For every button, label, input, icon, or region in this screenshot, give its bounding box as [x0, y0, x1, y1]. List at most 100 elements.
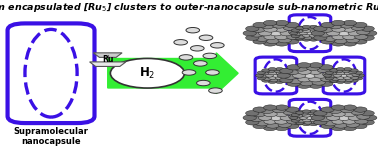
Circle shape — [300, 80, 313, 86]
Circle shape — [314, 35, 327, 40]
Circle shape — [314, 111, 327, 116]
Circle shape — [331, 77, 339, 80]
Circle shape — [343, 34, 356, 40]
Circle shape — [277, 73, 290, 78]
Circle shape — [303, 73, 317, 78]
Circle shape — [264, 119, 277, 124]
Circle shape — [262, 79, 270, 82]
Circle shape — [283, 110, 296, 115]
Circle shape — [246, 120, 259, 125]
Circle shape — [344, 80, 352, 84]
Circle shape — [318, 116, 332, 122]
Circle shape — [291, 119, 299, 122]
Circle shape — [361, 35, 374, 40]
Circle shape — [284, 73, 292, 76]
Circle shape — [264, 111, 277, 117]
Circle shape — [294, 32, 302, 36]
Circle shape — [250, 116, 263, 122]
Circle shape — [325, 71, 333, 74]
Circle shape — [275, 105, 288, 110]
Circle shape — [273, 23, 286, 28]
Circle shape — [278, 38, 291, 43]
Circle shape — [297, 63, 311, 68]
Circle shape — [321, 113, 329, 117]
Circle shape — [280, 31, 293, 36]
Circle shape — [309, 63, 322, 68]
Circle shape — [197, 80, 210, 86]
Circle shape — [287, 65, 300, 70]
Circle shape — [310, 25, 318, 29]
Circle shape — [268, 72, 277, 75]
Circle shape — [314, 73, 327, 78]
Circle shape — [345, 78, 353, 81]
Circle shape — [309, 29, 318, 33]
Circle shape — [293, 111, 306, 116]
Circle shape — [296, 31, 309, 36]
Circle shape — [336, 76, 345, 79]
Circle shape — [318, 115, 326, 119]
Circle shape — [316, 118, 325, 122]
Circle shape — [354, 22, 367, 28]
Circle shape — [332, 111, 345, 117]
Circle shape — [324, 74, 332, 77]
Circle shape — [302, 25, 310, 29]
Circle shape — [256, 121, 269, 126]
Circle shape — [356, 114, 370, 119]
Circle shape — [350, 76, 359, 79]
Circle shape — [309, 77, 322, 82]
Circle shape — [284, 74, 297, 79]
Circle shape — [263, 77, 271, 80]
Circle shape — [330, 69, 338, 72]
Circle shape — [310, 38, 318, 41]
Circle shape — [290, 116, 298, 119]
Circle shape — [276, 67, 284, 71]
Circle shape — [299, 116, 307, 119]
Circle shape — [199, 35, 213, 40]
Circle shape — [343, 41, 356, 46]
Circle shape — [291, 34, 299, 38]
Circle shape — [320, 81, 333, 86]
Circle shape — [355, 71, 363, 74]
Circle shape — [364, 31, 377, 36]
Circle shape — [253, 123, 266, 129]
Circle shape — [311, 31, 324, 36]
Circle shape — [266, 38, 279, 44]
Circle shape — [282, 69, 290, 72]
Circle shape — [302, 38, 310, 41]
Circle shape — [296, 37, 304, 40]
Circle shape — [332, 27, 345, 32]
Circle shape — [257, 71, 265, 74]
Circle shape — [252, 112, 265, 117]
Circle shape — [265, 74, 273, 77]
Circle shape — [286, 22, 299, 28]
Circle shape — [293, 120, 306, 125]
Circle shape — [306, 116, 314, 119]
Circle shape — [253, 107, 266, 112]
Circle shape — [293, 73, 306, 78]
Circle shape — [352, 73, 360, 76]
Circle shape — [280, 77, 293, 83]
Circle shape — [275, 72, 284, 75]
Circle shape — [253, 22, 266, 28]
Circle shape — [296, 115, 309, 120]
Circle shape — [302, 29, 311, 33]
Circle shape — [347, 74, 355, 77]
Circle shape — [328, 75, 336, 78]
Circle shape — [299, 32, 307, 35]
Polygon shape — [93, 53, 122, 57]
Circle shape — [283, 25, 296, 30]
Circle shape — [280, 115, 293, 120]
Circle shape — [343, 76, 352, 79]
Circle shape — [291, 113, 299, 117]
Circle shape — [276, 80, 284, 84]
Circle shape — [277, 78, 285, 81]
Circle shape — [320, 65, 333, 70]
Circle shape — [336, 80, 344, 84]
Circle shape — [264, 34, 277, 40]
Circle shape — [356, 74, 364, 77]
Circle shape — [288, 74, 296, 77]
Circle shape — [203, 53, 217, 59]
Circle shape — [268, 80, 276, 84]
Circle shape — [260, 24, 274, 29]
Circle shape — [291, 29, 299, 32]
